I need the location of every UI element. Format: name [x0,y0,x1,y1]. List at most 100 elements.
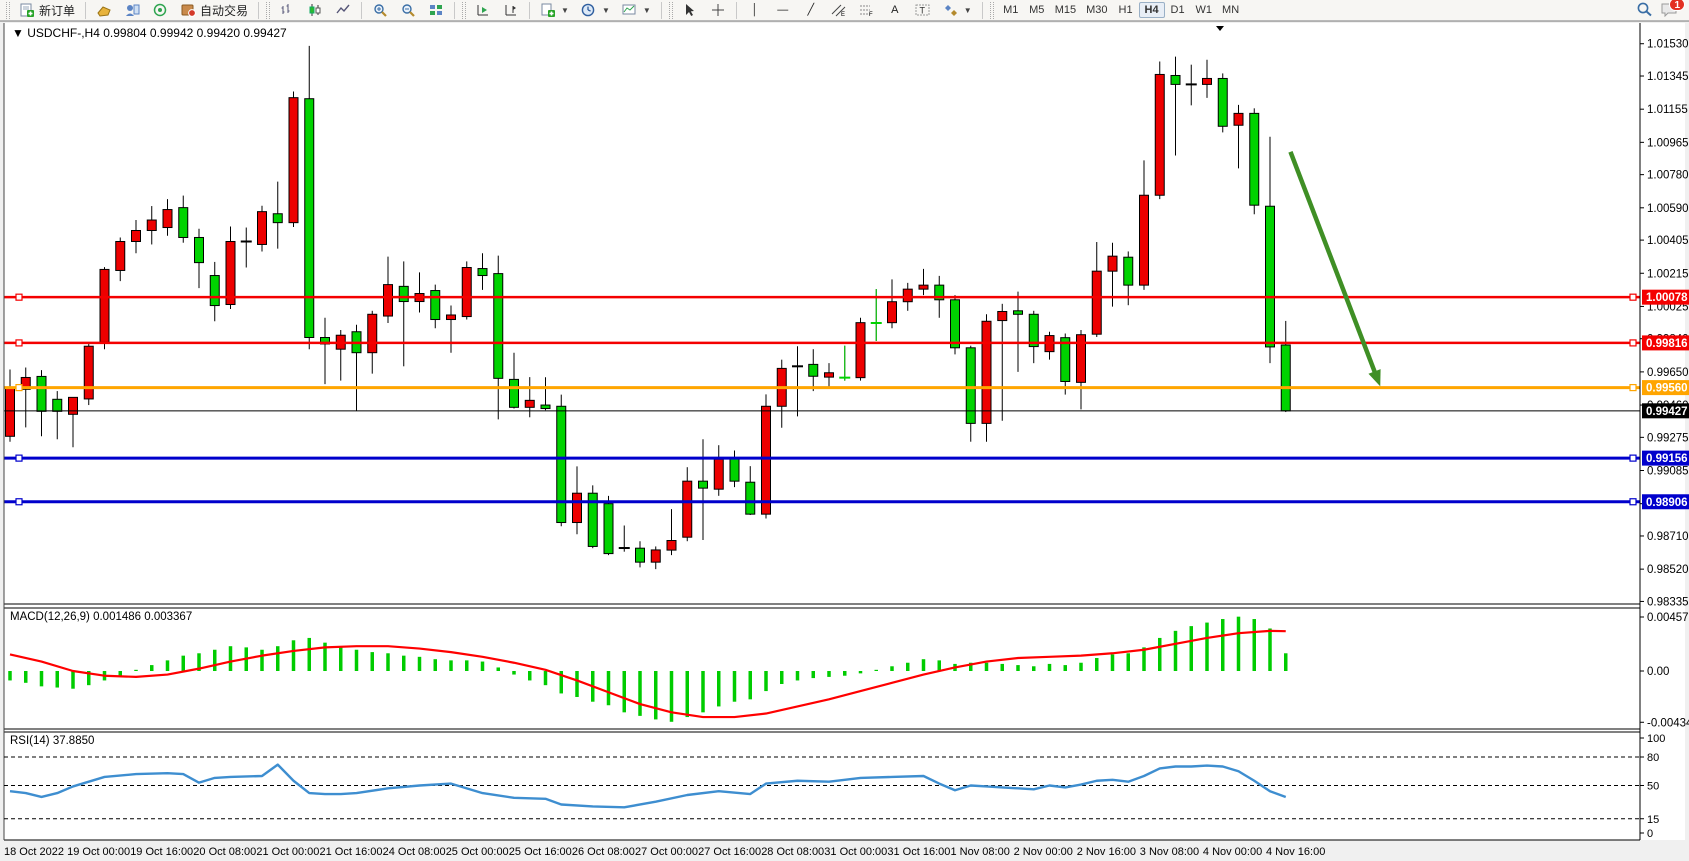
svg-text:F: F [869,12,873,17]
autotrading-button[interactable]: 自动交易 [175,1,253,20]
vline-tool[interactable]: │ [742,1,768,20]
svg-text:1.01155: 1.01155 [1647,104,1688,116]
chart-window[interactable]: ▼ USDCHF-,H4 0.99804 0.99942 0.99420 0.9… [0,21,1689,861]
crosshair-tool[interactable] [705,1,731,20]
timeframe-h4[interactable]: H4 [1138,2,1165,18]
date-label: 24 Oct 08:00 [383,846,446,858]
timeframe-mn[interactable]: MN [1222,4,1240,16]
main-toolbar: 新订单 自动交易 ▼ ▼ ▼ │ — ╱ E F A T ▼ M1 M5 M15 M3… [0,0,1689,21]
date-axis[interactable]: 18 Oct 2022 19 Oct 00:00 19 Oct 16:00 20 Oc… [4,846,1325,858]
svg-text:0.99156: 0.99156 [1646,453,1688,465]
channel-icon: E [831,3,847,18]
data-window-button[interactable] [119,1,145,20]
signals-button[interactable] [147,1,173,20]
search-icon[interactable] [1636,1,1653,20]
date-label: 25 Oct 00:00 [446,846,509,858]
date-label: 20 Oct 08:00 [193,846,256,858]
cursor-tool[interactable] [677,1,703,20]
trendline-tool[interactable]: ╱ [798,1,824,20]
zoom-out-button[interactable] [395,1,421,20]
svg-text:0.98520: 0.98520 [1647,564,1689,576]
timeframe-m1[interactable]: M1 [1003,4,1019,16]
svg-text:▼ USDCHF-,H4 0.99804 0.99942: ▼ USDCHF-,H4 0.99804 0.99942 0.99420 0.9… [12,26,287,40]
hline-0.9956[interactable] [4,383,1640,392]
hline-0.99816[interactable] [4,339,1640,347]
notifications-button[interactable]: 1 [1661,0,1685,18]
timeframe-m15[interactable]: M15 [1054,4,1077,16]
chart-shift-icon [503,3,519,18]
date-label: 19 Oct 00:00 [67,846,130,858]
price-badge: 1.00078 [1642,289,1689,305]
down-arrow-annotation[interactable] [1288,150,1381,387]
label-tool[interactable]: T [910,1,936,20]
svg-text:0.99085: 0.99085 [1647,466,1689,478]
dropdown-caret: ▼ [601,5,610,15]
autotrading-icon [180,3,196,18]
date-label: 3 Nov 08:00 [1140,846,1199,858]
toolbar-grip[interactable] [6,1,10,19]
svg-text:0.99650: 0.99650 [1647,367,1689,379]
date-label: 18 Oct 2022 [4,846,64,858]
line-chart-icon [335,3,351,18]
zoom-in-button[interactable] [367,1,393,20]
svg-text:1.00405: 1.00405 [1647,235,1689,247]
channel-tool[interactable]: E [826,1,852,20]
bar-chart-icon [279,3,295,18]
shapes-icon [943,3,959,18]
label-icon: T [915,3,931,18]
fibonacci-icon: F [859,3,875,18]
macd-signal-line [9,629,1286,719]
clock-icon [581,3,597,18]
svg-text:1.01530: 1.01530 [1647,39,1689,51]
vline-icon: │ [751,3,759,16]
svg-text:100: 100 [1647,733,1665,745]
templates-dropdown[interactable]: ▼ [617,1,656,20]
svg-text:E: E [841,12,845,17]
svg-text:1.00965: 1.00965 [1647,137,1689,149]
timeframe-m5[interactable]: M5 [1029,4,1045,16]
date-label: 1 Nov 08:00 [951,846,1010,858]
price-badge: 0.99560 [1642,380,1689,396]
indicators-dropdown[interactable]: ▼ [535,1,574,20]
shapes-dropdown[interactable]: ▼ [938,1,977,20]
market-watch-button[interactable] [91,1,117,20]
signals-icon [152,3,168,18]
date-label: 21 Oct 16:00 [320,846,383,858]
template-icon [622,3,638,18]
hline-tool[interactable]: — [770,1,796,20]
indicators-icon [540,3,556,18]
svg-text:0.98335: 0.98335 [1647,596,1689,608]
text-tool[interactable]: A [882,1,908,20]
chart-shift-button[interactable] [498,1,524,20]
timeframe-w1[interactable]: W1 [1195,4,1213,16]
macd-panel[interactable]: MACD(12,26,9) 0.001486 0.003367 0.004572 0… [8,611,1689,729]
date-label: 21 Oct 00:00 [256,846,319,858]
candlestick-icon [307,3,323,18]
hline-0.98906[interactable] [4,498,1640,506]
price-badge: 0.99156 [1642,450,1689,466]
date-label: 19 Oct 16:00 [130,846,193,858]
hline-1.00078[interactable] [4,293,1640,301]
svg-text:80: 80 [1647,752,1659,764]
fibonacci-tool[interactable]: F [854,1,880,20]
candlestick-series[interactable] [5,45,1291,570]
tile-windows-button[interactable] [423,1,449,20]
new-order-button[interactable]: 新订单 [14,1,80,20]
timeframe-d1[interactable]: D1 [1170,4,1185,16]
line-chart-type-button[interactable] [330,1,356,20]
date-label: 27 Oct 00:00 [635,846,698,858]
trendline-icon: ╱ [807,3,815,16]
svg-text:0.99427: 0.99427 [1646,406,1688,418]
date-label: 26 Oct 08:00 [572,846,635,858]
auto-scroll-button[interactable] [470,1,496,20]
text-icon: A [891,3,899,16]
bar-chart-type-button[interactable] [274,1,300,20]
svg-text:0.004572: 0.004572 [1647,612,1689,624]
hline-0.99156[interactable] [4,454,1640,462]
candlestick-type-button[interactable] [302,1,328,20]
periods-dropdown[interactable]: ▼ [576,1,615,20]
rsi-panel[interactable]: RSI(14) 37.8850 100 80 50 15 0 [4,733,1665,840]
timeframe-m30[interactable]: M30 [1086,4,1108,16]
timeframe-h1[interactable]: H1 [1118,4,1133,16]
timeframe-group: M1 M5 M15 M30 H1 H4 D1 W1 MN [998,2,1244,18]
